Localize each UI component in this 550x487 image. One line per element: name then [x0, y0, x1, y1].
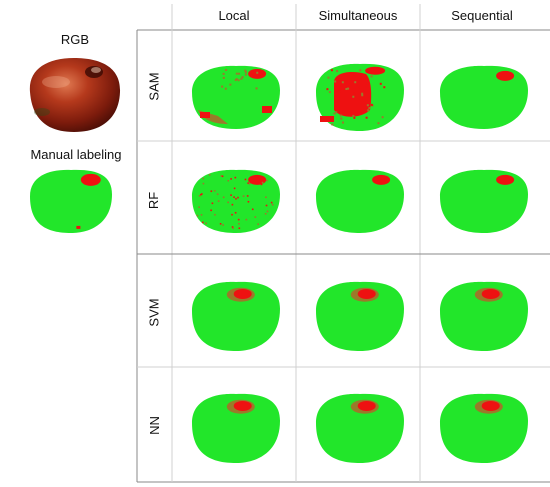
map-sam-simultaneous [316, 63, 404, 131]
map-rf-sequential [440, 169, 528, 233]
map-svm-local [192, 281, 280, 351]
manual-labeling-map [30, 169, 112, 233]
row-label-svm: SVM [146, 297, 162, 327]
rgb-tomato-image [29, 58, 121, 132]
map-nn-local [192, 393, 280, 463]
row-label-rf: RF [146, 191, 162, 209]
map-nn-sequential [440, 393, 528, 463]
rgb-label: RGB [60, 32, 90, 47]
column-header-simultaneous: Simultaneous [318, 8, 398, 23]
column-header-sequential: Sequential [451, 8, 513, 23]
column-header-local: Local [218, 8, 250, 23]
map-nn-simultaneous [316, 393, 404, 463]
row-label-nn: NN [146, 415, 162, 435]
row-label-sam: SAM [146, 71, 162, 101]
map-rf-local [192, 169, 280, 233]
map-svm-simultaneous [316, 281, 404, 351]
map-rf-simultaneous [316, 169, 404, 233]
map-sam-sequential [440, 65, 528, 129]
map-svm-sequential [440, 281, 528, 351]
manual-labeling-label: Manual labeling [30, 147, 122, 162]
map-sam-local [192, 65, 280, 129]
